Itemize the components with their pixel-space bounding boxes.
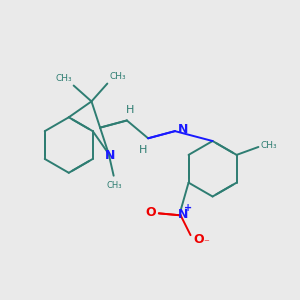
Text: N: N <box>177 208 188 221</box>
Text: +: + <box>184 203 192 213</box>
Text: H: H <box>126 105 134 115</box>
Text: CH₃: CH₃ <box>260 142 277 151</box>
Text: O: O <box>146 206 156 219</box>
Text: CH₃: CH₃ <box>55 74 72 82</box>
Text: O: O <box>193 232 204 246</box>
Text: ⁻: ⁻ <box>203 238 209 248</box>
Text: N: N <box>104 149 115 162</box>
Text: N: N <box>178 123 188 136</box>
Text: CH₃: CH₃ <box>107 181 122 190</box>
Text: H: H <box>139 145 147 155</box>
Text: CH₃: CH₃ <box>109 72 126 81</box>
